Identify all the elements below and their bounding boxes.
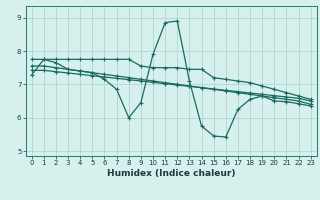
X-axis label: Humidex (Indice chaleur): Humidex (Indice chaleur) <box>107 169 236 178</box>
